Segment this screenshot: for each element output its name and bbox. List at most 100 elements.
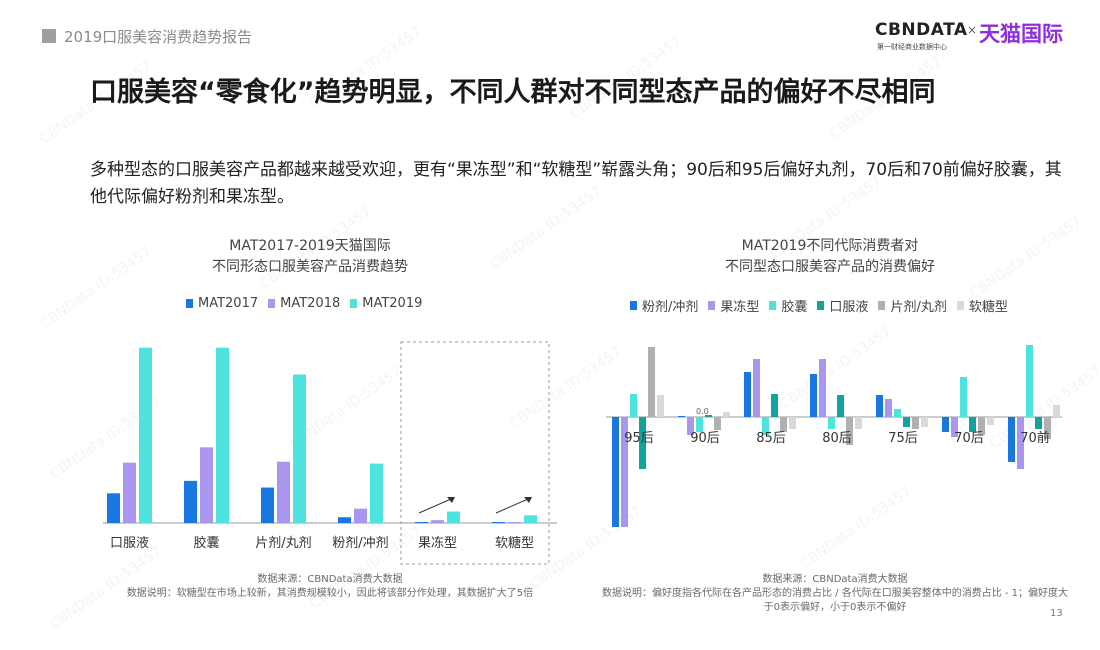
bar-1-1 <box>687 417 694 435</box>
bar-0-3 <box>810 374 817 417</box>
bar-2-3 <box>828 417 835 429</box>
bar-2-2 <box>762 417 769 435</box>
cbndata-logo-text: CBNDATA <box>875 20 968 40</box>
legend-swatch-mat2019 <box>350 299 358 308</box>
left-category-label-2: 片剂/丸剂 <box>255 536 311 551</box>
growth-arrow-head-5 <box>524 497 532 503</box>
report-tag: 2019口服美容消费趋势报告 <box>42 26 252 46</box>
page-number: 13 <box>1050 608 1063 619</box>
bar-3-6 <box>1035 417 1042 429</box>
bar-3-3 <box>837 395 844 417</box>
legend-label-mat2017: MAT2017 <box>198 296 259 311</box>
bar-2-6 <box>1026 345 1033 417</box>
bar-mat2018-5 <box>508 522 521 523</box>
bar-1-0 <box>621 417 628 527</box>
bar-mat2019-0 <box>139 347 152 523</box>
right-chart-title-line2: 不同型态口服美容产品的消费偏好 <box>725 259 935 275</box>
legend-item-mat2019: MAT2019 <box>350 296 422 311</box>
right-chart-data-note: 数据说明：偏好度指各代际在各产品形态的消费占比 / 各代际在口服美容整体中的消费… <box>601 588 1069 613</box>
left-category-label-1: 胶囊 <box>193 535 219 551</box>
right-bar-chart: 0.0 95后 90后 85后 80后 75后 70后 70前 <box>606 345 1062 527</box>
legend-label-mat2018: MAT2018 <box>280 296 341 311</box>
bar-5-3 <box>855 417 862 429</box>
bar-4-6 <box>1044 417 1051 439</box>
bar-mat2017-1 <box>184 480 197 523</box>
bar-4-0 <box>648 347 655 417</box>
bar-3-0 <box>639 417 646 469</box>
legend-label-jelly: 果冻型 <box>720 300 760 315</box>
bar-mat2019-1 <box>216 347 229 523</box>
bar-5-5 <box>987 417 994 425</box>
legend-label-capsule: 胶囊 <box>781 300 808 315</box>
growth-arrow-head-4 <box>447 497 455 503</box>
right-chart-footnote: 数据来源：CBNData消费大数据 数据说明：偏好度指各代际在各产品形态的消费占… <box>600 573 1070 615</box>
watermark-text: CBNData ID:53457 <box>37 243 155 333</box>
tmall-global-logo-text: 天猫国际 <box>979 22 1063 46</box>
bar-mat2018-2 <box>277 461 290 523</box>
legend-item-mat2018: MAT2018 <box>268 296 340 311</box>
left-category-label-5: 软糖型 <box>495 535 534 551</box>
bar-5-2 <box>789 417 796 429</box>
watermark-text: CBNData ID:53457 <box>967 213 1085 303</box>
right-category-label-2: 85后 <box>756 431 786 446</box>
bar-4-5 <box>978 417 985 435</box>
left-chart-legend: MAT2017 MAT2018 MAT2019 <box>186 296 432 311</box>
report-tag-text: 2019口服美容消费趋势报告 <box>64 27 253 46</box>
logo-separator: × <box>967 23 978 37</box>
right-category-label-4: 75后 <box>888 431 918 446</box>
growth-arrow-4 <box>418 498 452 514</box>
bar-3-2 <box>771 394 778 417</box>
bar-2-1 <box>696 417 703 432</box>
bar-mat2019-2 <box>293 374 306 523</box>
bar-3-1 <box>705 415 712 417</box>
bar-mat2017-4 <box>415 522 428 523</box>
left-chart-title: MAT2017-2019天猫国际 不同形态口服美容产品消费趋势 <box>180 236 440 278</box>
legend-item-tablet: 片剂/丸剂 <box>878 296 947 315</box>
bar-mat2017-5 <box>492 522 505 523</box>
legend-swatch-mat2017 <box>186 299 193 308</box>
bar-mat2017-3 <box>338 517 351 523</box>
bar-4-2 <box>780 417 787 432</box>
highlight-box <box>400 341 550 565</box>
bar-4-4 <box>912 417 919 429</box>
bar-5-0 <box>657 395 664 417</box>
bar-mat2019-3 <box>370 463 383 523</box>
legend-label-oral-liquid: 口服液 <box>829 300 869 315</box>
bar-mat2018-0 <box>123 462 136 523</box>
bar-5-4 <box>921 417 928 427</box>
left-category-label-3: 粉剂/冲剂 <box>332 536 388 551</box>
left-chart-title-line2: 不同形态口服美容产品消费趋势 <box>212 259 408 275</box>
bar-1-6 <box>1017 417 1024 469</box>
right-category-label-6: 70前 <box>1020 430 1050 446</box>
bar-3-5 <box>969 417 976 432</box>
right-category-label-5: 70后 <box>954 431 984 446</box>
bar-0-5 <box>942 417 949 432</box>
legend-item-powder: 粉剂/冲剂 <box>630 296 698 315</box>
right-category-label-0: 95后 <box>624 431 654 446</box>
legend-label-gummy: 软糖型 <box>968 300 1008 315</box>
bar-mat2018-3 <box>354 508 367 523</box>
legend-item-capsule: 胶囊 <box>769 296 807 315</box>
summary-text: 多种型态的口服美容产品都越来越受欢迎，更有“果冻型”和“软糖型”崭露头角；90后… <box>90 160 1062 207</box>
left-chart-title-line1: MAT2017-2019天猫国际 <box>229 238 391 254</box>
legend-item-oral-liquid: 口服液 <box>817 296 868 315</box>
bar-mat2019-4 <box>447 511 460 523</box>
bar-0-0 <box>612 417 619 527</box>
legend-swatch-oral-liquid <box>817 301 825 310</box>
brand-logo: CBNDATA 第一财经商业数据中心 × 天猫国际 <box>875 16 1075 56</box>
legend-item-jelly: 果冻型 <box>708 296 759 315</box>
legend-swatch-mat2018 <box>268 299 276 308</box>
cbndata-logo-subtitle: 第一财经商业数据中心 <box>877 43 947 51</box>
left-bar-chart: 口服液 胶囊 片剂/丸剂 粉剂/冲剂 果冻型 软糖型 <box>103 341 557 565</box>
bar-mat2017-2 <box>261 487 274 523</box>
legend-item-gummy: 软糖型 <box>956 296 1008 315</box>
right-category-label-3: 80后 <box>822 431 852 446</box>
legend-swatch-jelly <box>708 301 716 310</box>
right-chart-title: MAT2019不同代际消费者对 不同型态口服美容产品的消费偏好 <box>680 236 980 278</box>
tag-square-icon <box>42 29 56 43</box>
bar-0-1 <box>678 416 685 417</box>
legend-label-mat2019: MAT2019 <box>362 296 423 311</box>
bar-3-4 <box>903 417 910 427</box>
bar-2-4 <box>894 409 901 417</box>
bar-mat2017-0 <box>107 493 120 523</box>
